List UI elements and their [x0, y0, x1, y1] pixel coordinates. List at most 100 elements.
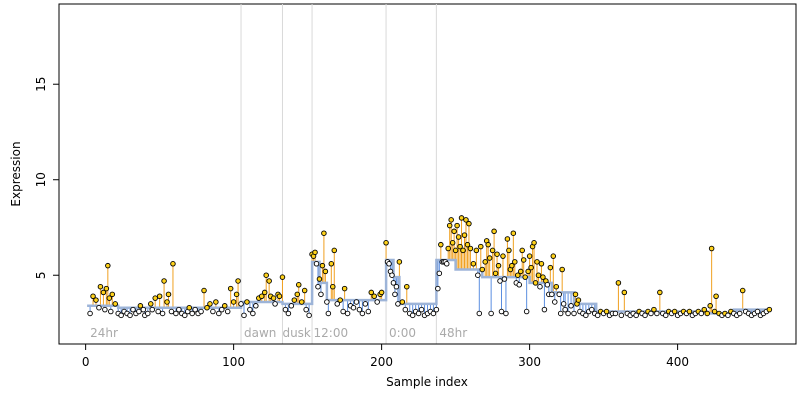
- data-point: [547, 264, 554, 271]
- data-point: [516, 282, 523, 288]
- data-point: [503, 310, 509, 317]
- data-point: [344, 310, 351, 317]
- x-tick-label: 100: [222, 355, 245, 369]
- data-point: [306, 312, 312, 319]
- data-point: [525, 268, 531, 275]
- data-point: [350, 304, 357, 311]
- data-point: [618, 312, 625, 319]
- data-point: [671, 308, 678, 315]
- data-point: [313, 261, 320, 267]
- data-point: [319, 262, 326, 269]
- data-point: [448, 217, 454, 223]
- y-tick-label: 10: [34, 172, 48, 187]
- data-point: [97, 283, 104, 290]
- data-point: [362, 301, 369, 307]
- data-point: [621, 289, 628, 296]
- data-point: [210, 308, 216, 315]
- data-point: [583, 312, 589, 319]
- x-tick-label: 200: [370, 355, 393, 369]
- data-point: [552, 299, 558, 305]
- data-point: [698, 310, 705, 317]
- data-point: [145, 310, 151, 317]
- data-point: [501, 276, 508, 282]
- data-point: [544, 282, 551, 288]
- data-point: [371, 293, 377, 299]
- data-point: [230, 299, 237, 305]
- data-point: [404, 283, 410, 290]
- data-point: [633, 312, 639, 319]
- data-point: [176, 306, 182, 313]
- data-point: [435, 285, 441, 292]
- data-point: [497, 278, 503, 284]
- data-point: [118, 312, 124, 319]
- data-point: [298, 299, 305, 305]
- data-point: [247, 306, 253, 313]
- data-point: [482, 259, 488, 265]
- data-point: [495, 262, 502, 269]
- fitted-step-path: [87, 258, 770, 315]
- y-tick-label: 15: [34, 77, 48, 92]
- data-point: [198, 308, 204, 315]
- data-point: [686, 308, 693, 315]
- data-point: [186, 304, 192, 311]
- data-point: [224, 308, 231, 315]
- data-point: [204, 304, 210, 311]
- data-point: [316, 276, 323, 282]
- data-point: [149, 306, 155, 313]
- data-point: [651, 306, 657, 313]
- data-point: [478, 243, 484, 250]
- data-point: [374, 299, 380, 305]
- data-point: [556, 291, 562, 298]
- data-point: [512, 259, 518, 265]
- data-point: [510, 230, 517, 236]
- data-point: [261, 289, 268, 296]
- data-point: [303, 306, 309, 313]
- data-point: [100, 289, 107, 296]
- data-point: [112, 301, 118, 307]
- data-point: [461, 232, 468, 238]
- data-point: [189, 310, 195, 317]
- region-labels: 24hr dawn dusk 12:00 0:00 48hr: [90, 326, 467, 340]
- x-axis-title: Sample index: [386, 375, 468, 389]
- data-point: [754, 308, 761, 315]
- data-point: [390, 280, 397, 286]
- data-point: [766, 306, 773, 313]
- data-point: [528, 264, 534, 271]
- region-label: dawn: [244, 326, 276, 340]
- data-point: [241, 312, 247, 319]
- data-point: [498, 308, 505, 315]
- data-point: [238, 301, 244, 307]
- data-point: [449, 240, 456, 246]
- data-point: [473, 247, 480, 254]
- data-point: [452, 247, 459, 254]
- data-point: [127, 312, 133, 319]
- data-point: [589, 306, 595, 313]
- data-point: [285, 310, 292, 317]
- data-point: [282, 306, 289, 313]
- data-point: [466, 220, 472, 227]
- data-point: [494, 251, 500, 257]
- data-point: [244, 299, 250, 305]
- data-point: [418, 306, 425, 313]
- data-point: [395, 301, 401, 307]
- data-point: [258, 293, 265, 299]
- data-point: [272, 301, 278, 307]
- data-point: [312, 249, 318, 256]
- data-point: [430, 310, 437, 317]
- data-point: [517, 268, 524, 275]
- data-point: [572, 291, 579, 298]
- data-point: [654, 310, 660, 317]
- y-axis-title: Expression: [9, 141, 23, 206]
- data-point: [443, 261, 450, 267]
- data-point: [136, 308, 142, 315]
- data-point: [378, 289, 385, 296]
- data-point: [168, 308, 175, 315]
- data-point: [288, 303, 295, 309]
- data-point: [87, 310, 93, 317]
- data-point: [216, 310, 222, 317]
- data-point: [341, 285, 348, 292]
- data-point: [535, 272, 542, 278]
- y-axis: 5 10 15: [34, 77, 60, 279]
- data-point: [368, 289, 375, 296]
